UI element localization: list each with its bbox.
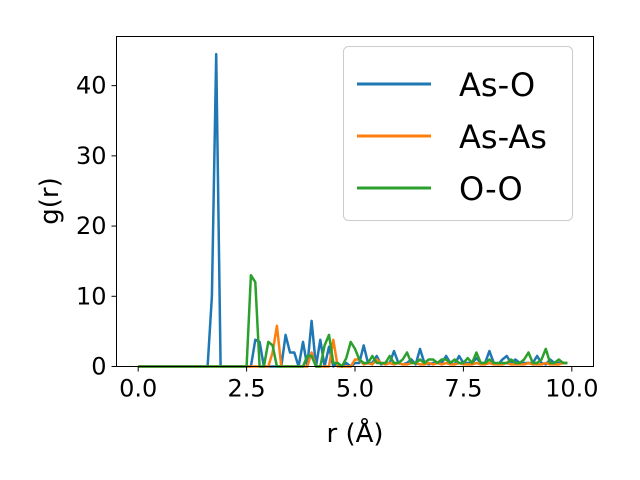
x-tick-label: 7.5 bbox=[444, 375, 482, 403]
y-axis: 0 10 20 30 40 bbox=[76, 72, 117, 381]
x-axis-label: r (Å) bbox=[326, 417, 383, 449]
y-tick-label: 40 bbox=[76, 72, 107, 100]
x-tick-label: 0.0 bbox=[119, 375, 157, 403]
legend-box bbox=[343, 46, 573, 221]
legend-label: O-O bbox=[459, 170, 523, 208]
y-tick-label: 10 bbox=[76, 282, 107, 310]
legend-label: As-O bbox=[459, 66, 535, 104]
x-tick-label: 2.5 bbox=[228, 375, 266, 403]
legend-label: As-As bbox=[459, 118, 547, 156]
x-tick-label: 10.0 bbox=[545, 375, 598, 403]
x-tick-label: 5.0 bbox=[336, 375, 374, 403]
y-tick-label: 30 bbox=[76, 142, 107, 170]
legend: As-O As-As O-O bbox=[343, 46, 573, 221]
y-axis-label: g(r) bbox=[35, 177, 65, 224]
y-tick-label: 20 bbox=[76, 212, 107, 240]
x-axis: 0.0 2.5 5.0 7.5 10.0 bbox=[119, 366, 599, 403]
series-line-o-o bbox=[138, 273, 568, 368]
y-tick-label: 0 bbox=[91, 353, 106, 381]
